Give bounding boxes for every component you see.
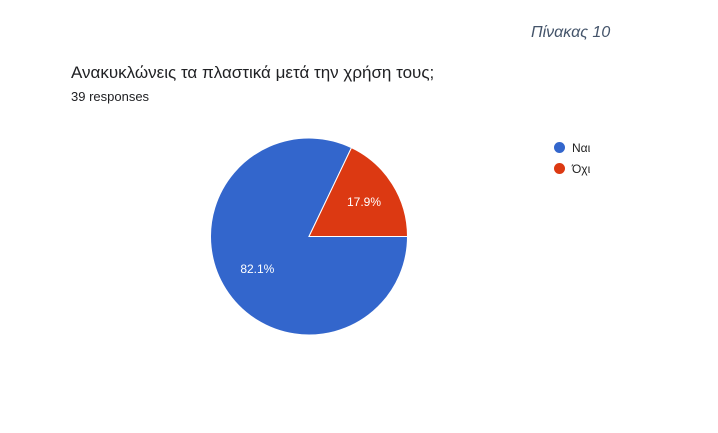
legend: Ναι Όχι (554, 137, 594, 179)
table-caption: Πίνακας 10 (531, 24, 611, 41)
legend-swatch-yes (554, 142, 565, 153)
data-label-no: 17.9% (347, 195, 381, 209)
legend-label-yes: Ναι (572, 140, 591, 155)
question-title: Ανακυκλώνεις τα πλαστικά μετά την χρήση … (71, 63, 435, 82)
legend-item-no[interactable]: Όχι (554, 158, 594, 179)
legend-item-yes[interactable]: Ναι (554, 137, 594, 158)
data-label-yes: 82.1% (240, 262, 274, 276)
response-count: 39 responses (71, 89, 150, 104)
legend-label-no: Όχι (572, 161, 591, 176)
legend-swatch-no (554, 163, 565, 174)
pie-slice-no[interactable] (308, 146, 409, 237)
